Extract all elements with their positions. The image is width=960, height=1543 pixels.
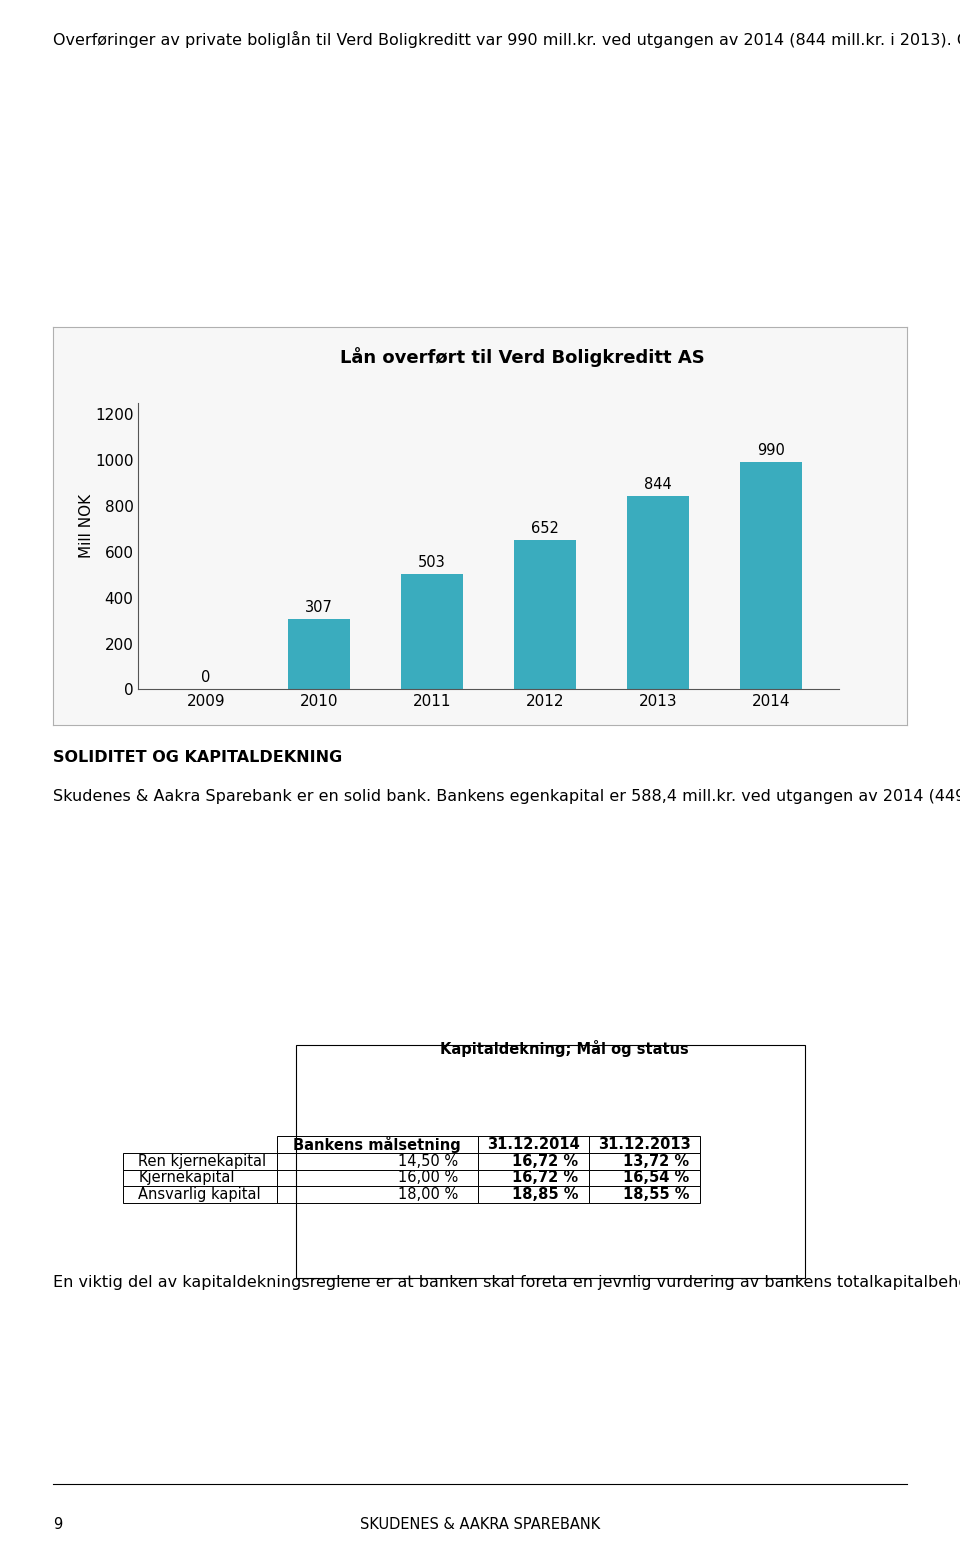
Bar bbox=[627, 495, 689, 690]
Text: 307: 307 bbox=[305, 600, 333, 614]
Text: 9: 9 bbox=[53, 1517, 62, 1532]
Bar bbox=[288, 619, 350, 690]
Text: Kapitaldekning; Mål og status: Kapitaldekning; Mål og status bbox=[440, 1040, 688, 1057]
Text: Overføringer av private boliglån til Verd Boligkreditt var 990 mill.kr. ved utga: Overføringer av private boliglån til Ver… bbox=[53, 31, 960, 48]
Text: Skudenes & Aakra Sparebank er en solid bank. Bankens egenkapital er 588,4 mill.k: Skudenes & Aakra Sparebank er en solid b… bbox=[53, 787, 960, 804]
Text: Mill NOK: Mill NOK bbox=[80, 494, 94, 559]
Text: SKUDENES & AAKRA SPAREBANK: SKUDENES & AAKRA SPAREBANK bbox=[360, 1517, 600, 1532]
Text: En viktig del av kapitaldekningsreglene er at banken skal foreta en jevnlig vurd: En viktig del av kapitaldekningsreglene … bbox=[53, 1273, 960, 1290]
Bar bbox=[514, 540, 576, 690]
Text: 0: 0 bbox=[202, 670, 211, 685]
Text: Lån overført til Verd Boligkreditt AS: Lån overført til Verd Boligkreditt AS bbox=[341, 347, 705, 367]
Bar bbox=[740, 463, 803, 690]
Text: 503: 503 bbox=[419, 555, 445, 569]
Text: 844: 844 bbox=[644, 477, 672, 492]
Text: SOLIDITET OG KAPITALDEKNING: SOLIDITET OG KAPITALDEKNING bbox=[53, 750, 342, 765]
Text: 990: 990 bbox=[757, 443, 785, 458]
Bar bbox=[401, 574, 463, 690]
Text: 652: 652 bbox=[531, 520, 559, 535]
